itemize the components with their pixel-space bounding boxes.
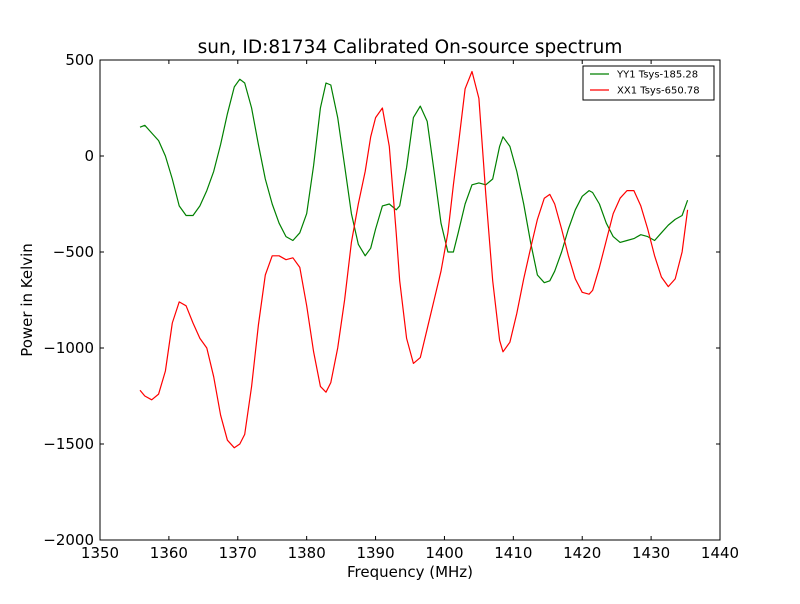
legend-label-1: YY1 Tsys-185.28: [616, 70, 698, 81]
x-tick-label: 1430: [632, 544, 670, 562]
x-tick-label: 1370: [219, 544, 257, 562]
x-tick-label: 1420: [563, 544, 601, 562]
x-tick-label: 1390: [356, 544, 394, 562]
x-tick-label: 1410: [494, 544, 532, 562]
axis-ticks: 1350 1360 1370 1380 1390 1400 1410 1420 1430 1440…: [43, 51, 739, 562]
y-tick-label: −1000: [43, 339, 94, 357]
x-tick-label: 1350: [81, 544, 119, 562]
x-tick-label: 1360: [150, 544, 188, 562]
chart-title: sun, ID:81734 Calibrated On-source spect…: [198, 37, 623, 58]
series-line-1: [139, 78, 689, 284]
x-axis-label: Frequency (MHz): [347, 563, 473, 581]
series-line-2: [139, 70, 689, 449]
x-tick-label: 1440: [701, 544, 739, 562]
plot-lines: [139, 70, 689, 449]
x-tick-label: 1400: [425, 544, 463, 562]
x-tick-label: 1380: [288, 544, 326, 562]
legend-box: [582, 65, 715, 101]
legend-label-2: XX1 Tsys-650.78: [617, 86, 700, 97]
y-tick-label: −1500: [43, 435, 94, 453]
y-tick-label: −500: [53, 243, 94, 261]
y-tick-label: 0: [84, 147, 94, 165]
y-axis-label: Power in Kelvin: [18, 243, 36, 357]
legend: YY1 Tsys-185.28 XX1 Tsys-650.78: [582, 65, 715, 101]
plot-frame: [99, 59, 721, 541]
y-tick-label: 500: [65, 51, 94, 69]
y-tick-label: −2000: [43, 531, 94, 549]
